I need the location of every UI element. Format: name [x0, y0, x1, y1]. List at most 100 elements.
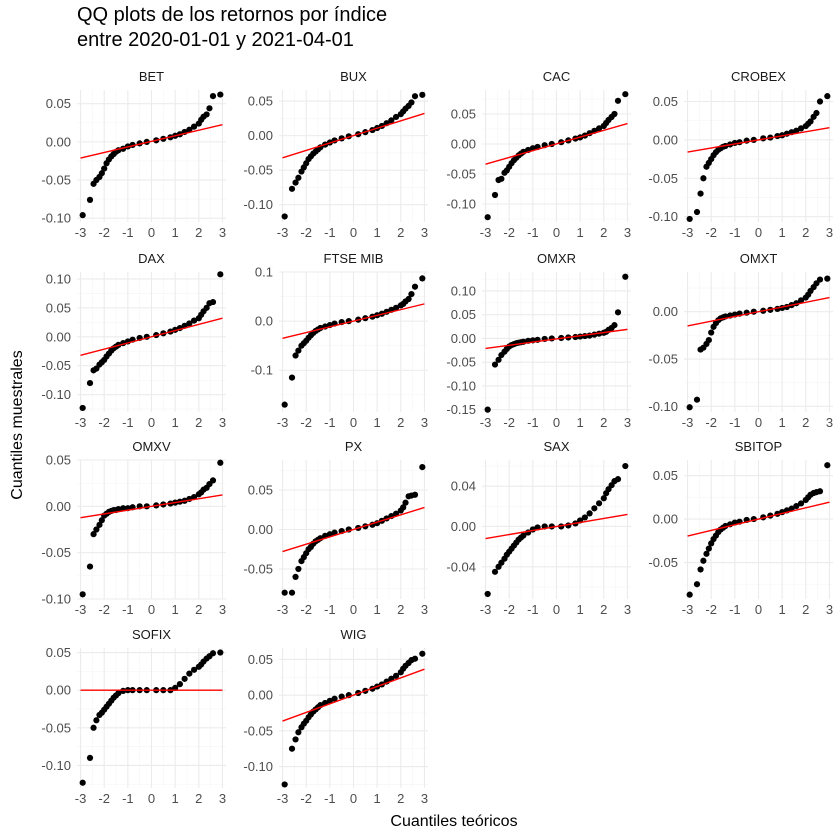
- qq-point: [591, 505, 598, 512]
- x-tick-label: 0: [350, 415, 357, 430]
- qq-point: [400, 504, 407, 511]
- facet-strip-label: PX: [345, 439, 363, 454]
- y-tick-label: -0.1: [251, 363, 273, 378]
- qq-point: [495, 356, 502, 363]
- panel-omxv: OMXV -3 -2 -1 0 1 2 3 -0.10 -0.05 0.00 0.05: [41, 439, 226, 617]
- y-tick-label: -0.10: [41, 592, 71, 607]
- x-tick-label: -3: [277, 791, 289, 806]
- chart-title-line-1: QQ plots de los retornos por índice: [77, 4, 388, 26]
- y-tick-label: 0.00: [653, 304, 678, 319]
- y-tick-label: -0.05: [648, 555, 678, 570]
- qq-point: [611, 110, 618, 118]
- x-tick-label: 0: [350, 791, 357, 806]
- qq-point: [419, 650, 426, 657]
- x-tick-label: -3: [682, 225, 694, 240]
- x-tick-label: -3: [480, 225, 492, 240]
- qq-point: [79, 779, 86, 786]
- qq-point: [209, 298, 217, 306]
- x-tick-label: 1: [172, 225, 179, 240]
- qq-point: [392, 113, 400, 121]
- x-tick-label: 1: [374, 602, 381, 617]
- x-tick-label: 1: [577, 415, 584, 430]
- y-tick-label: 0.04: [451, 479, 476, 494]
- y-tick-label: 0.00: [46, 329, 71, 344]
- qq-point: [203, 304, 210, 311]
- y-tick-label: 0.05: [653, 94, 678, 109]
- qq-point: [186, 126, 193, 133]
- x-tick-label: -1: [324, 225, 336, 240]
- qq-point: [498, 175, 505, 182]
- x-tick-label: -2: [300, 225, 312, 240]
- qq-point: [693, 581, 701, 588]
- qq-point: [292, 736, 299, 743]
- x-tick-label: 3: [219, 602, 226, 617]
- qq-point: [411, 93, 419, 100]
- x-tick-label: -3: [480, 602, 492, 617]
- qq-point: [793, 127, 800, 134]
- facet-strip-label: OMXV: [132, 439, 171, 454]
- x-tick-label: -1: [122, 791, 134, 806]
- qq-point: [816, 98, 824, 105]
- qq-point: [797, 125, 805, 132]
- qq-point: [686, 215, 693, 223]
- qq-point: [292, 573, 299, 580]
- qq-point: [172, 684, 179, 691]
- x-tick-label: 3: [421, 791, 428, 806]
- qq-point: [686, 404, 693, 411]
- y-tick-label: 0.00: [46, 683, 71, 698]
- y-tick-label: -0.05: [648, 352, 678, 367]
- x-tick-label: -3: [75, 415, 87, 430]
- x-tick-label: -1: [527, 602, 539, 617]
- x-tick-label: -3: [277, 602, 289, 617]
- x-tick-label: 1: [374, 791, 381, 806]
- qq-point: [288, 185, 296, 192]
- facet-strip-label: WIG: [341, 627, 367, 642]
- x-tick-label: -1: [122, 602, 134, 617]
- x-tick-label: -3: [480, 415, 492, 430]
- x-tick-label: 2: [195, 791, 202, 806]
- y-tick-label: -0.10: [648, 399, 678, 414]
- qq-point: [693, 208, 701, 216]
- qq-point: [793, 502, 800, 510]
- qq-point: [98, 170, 105, 177]
- qq-reference-line: [687, 296, 830, 327]
- x-tick-label: -3: [75, 602, 87, 617]
- x-tick-label: -1: [324, 791, 336, 806]
- x-tick-label: -2: [98, 415, 110, 430]
- qq-point: [217, 649, 224, 656]
- x-tick-label: -3: [277, 415, 289, 430]
- x-tick-label: -1: [729, 602, 741, 617]
- x-axis-title: Cuantiles teóricos: [390, 813, 517, 830]
- qq-point: [419, 275, 426, 282]
- qq-point: [392, 672, 400, 679]
- qq-point: [190, 666, 198, 673]
- x-tick-label: -2: [503, 602, 515, 617]
- y-tick-label: 0.00: [46, 134, 71, 149]
- qq-point: [98, 517, 105, 524]
- y-tick-label: -0.05: [446, 355, 476, 370]
- y-tick-label: 0.05: [46, 300, 71, 315]
- facet-strip-label: FTSE MIB: [324, 251, 384, 266]
- x-tick-label: 1: [779, 415, 786, 430]
- x-tick-label: 2: [397, 791, 404, 806]
- qq-point: [697, 566, 704, 573]
- y-tick-label: 0.00: [248, 522, 273, 537]
- qq-point: [405, 295, 412, 303]
- qq-point: [611, 322, 618, 329]
- qq-point: [292, 179, 299, 186]
- x-tick-label: 0: [553, 225, 560, 240]
- qq-reference-line: [282, 506, 425, 553]
- qq-point: [295, 347, 302, 354]
- qq-point: [797, 297, 805, 304]
- qq-point: [419, 464, 426, 471]
- panel-dax: DAX -3 -2 -1 0 1 2 3 -0.10 -0.05 0.00 0.05 0.10: [41, 251, 226, 430]
- x-tick-label: 3: [219, 791, 226, 806]
- qq-point: [586, 510, 593, 517]
- y-tick-label: 0.05: [46, 645, 71, 660]
- x-tick-label: 2: [802, 602, 809, 617]
- x-tick-label: 3: [826, 225, 833, 240]
- qq-point: [705, 545, 712, 552]
- qq-point: [295, 174, 302, 181]
- qq-point: [115, 506, 122, 513]
